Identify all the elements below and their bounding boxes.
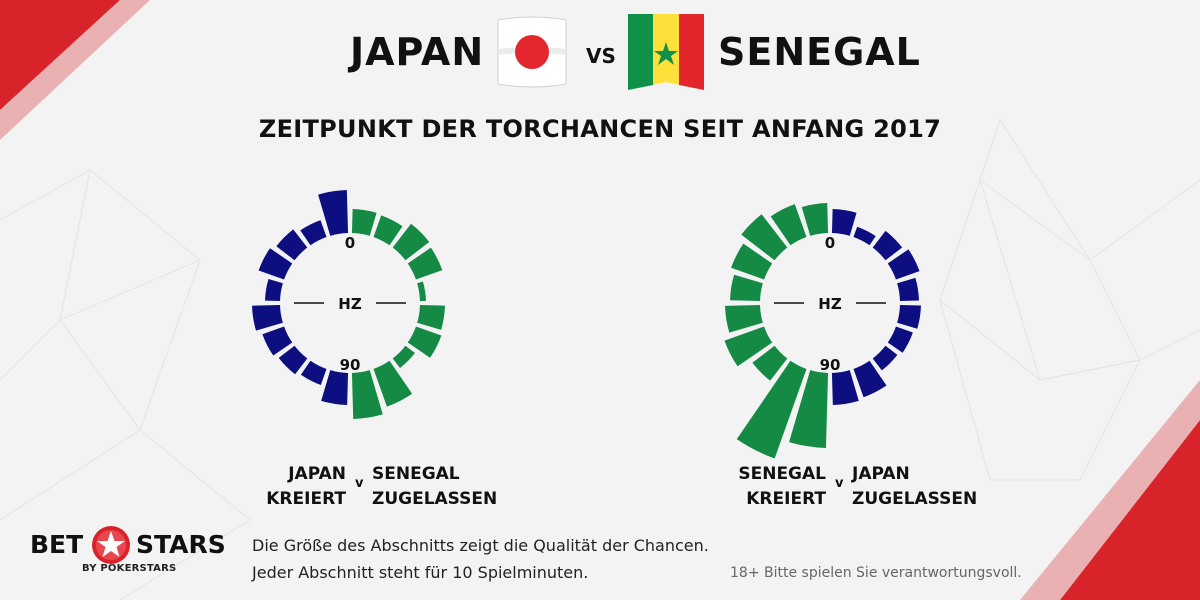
- team-right-title: SENEGAL: [718, 30, 921, 74]
- radial-chart-senegal-japan: HZ 0 90: [724, 203, 921, 459]
- legend-right-series: SENEGAL ZUGELASSEN: [372, 464, 498, 509]
- right-segment-5: [417, 304, 445, 330]
- brand-subtitle: BY POKERSTARS: [82, 563, 177, 574]
- end-label: 90: [820, 356, 841, 374]
- betstars-logo: BET STARS BY POKERSTARS: [30, 526, 240, 580]
- left-segment-5: [252, 304, 283, 331]
- right-segment-0: [351, 209, 377, 236]
- legend-right-series: JAPAN ZUGELASSEN: [852, 464, 978, 509]
- left-segment-1: [300, 220, 327, 246]
- left-segment-1: [770, 204, 807, 246]
- right-segment-8: [373, 360, 413, 407]
- radial-chart-japan-senegal: HZ 0 90: [252, 190, 445, 419]
- footnote-line-1: Die Größe des Abschnitts zeigt die Quali…: [252, 536, 709, 555]
- right-segment-4: [897, 277, 919, 302]
- right-segment-2: [392, 223, 430, 261]
- left-segment-6: [724, 326, 773, 367]
- team-left-title: JAPAN: [350, 30, 485, 74]
- left-segment-7: [752, 345, 788, 381]
- start-label: 0: [345, 234, 355, 252]
- left-segment-6: [262, 326, 293, 356]
- left-segment-3: [258, 248, 293, 280]
- legend-left-series: SENEGAL KREIERT: [738, 464, 826, 509]
- center-label: HZ: [818, 295, 842, 313]
- legend-left-chart: JAPAN KREIERT v SENEGAL ZUGELASSEN: [0, 462, 600, 522]
- right-segment-7: [872, 345, 898, 371]
- right-segment-9: [831, 370, 859, 405]
- vs-label: VS: [586, 44, 616, 68]
- japan-flag-icon: [497, 16, 567, 88]
- right-segment-1: [853, 226, 876, 246]
- left-segment-2: [741, 214, 788, 261]
- senegal-flag-icon: [628, 14, 704, 90]
- right-segment-8: [853, 360, 887, 398]
- left-segment-9: [789, 370, 829, 448]
- right-segment-1: [373, 215, 403, 246]
- left-segment-7: [278, 345, 308, 375]
- chart-subtitle: ZEITPUNKT DER TORCHANCEN SEIT ANFANG 201…: [258, 115, 942, 143]
- left-segment-8: [300, 360, 327, 385]
- legend-right-chart: SENEGAL KREIERT v JAPAN ZUGELASSEN: [480, 462, 1080, 522]
- legend-v: v: [355, 476, 364, 491]
- start-label: 0: [825, 234, 835, 252]
- right-segment-3: [887, 249, 920, 280]
- responsible-gambling-disclaimer: 18+ Bitte spielen Sie verantwortungsvoll…: [730, 565, 1022, 581]
- left-segment-0: [801, 203, 829, 236]
- brand-right: STARS: [136, 530, 226, 559]
- brand-left: BET: [30, 530, 84, 559]
- right-segment-4: [417, 281, 426, 302]
- left-segment-5: [725, 304, 763, 333]
- left-segment-4: [265, 279, 283, 302]
- left-segment-8: [736, 360, 807, 459]
- left-segment-4: [730, 274, 763, 302]
- right-segment-7: [392, 345, 415, 368]
- left-segment-0: [318, 190, 349, 236]
- left-segment-3: [731, 243, 773, 280]
- right-segment-6: [887, 326, 913, 353]
- left-segment-2: [276, 229, 308, 261]
- left-segment-9: [321, 370, 349, 405]
- right-segment-0: [831, 209, 857, 236]
- right-segment-2: [872, 230, 903, 261]
- star-logo-icon: [92, 526, 130, 564]
- right-segment-6: [407, 326, 442, 358]
- footnote-line-2: Jeder Abschnitt steht für 10 Spielminute…: [252, 563, 589, 582]
- right-segment-3: [407, 247, 443, 280]
- center-label: HZ: [338, 295, 362, 313]
- right-segment-5: [897, 304, 921, 329]
- legend-v: v: [835, 476, 844, 491]
- end-label: 90: [340, 356, 361, 374]
- legend-left-series: JAPAN KREIERT: [266, 464, 346, 509]
- right-segment-9: [351, 370, 383, 419]
